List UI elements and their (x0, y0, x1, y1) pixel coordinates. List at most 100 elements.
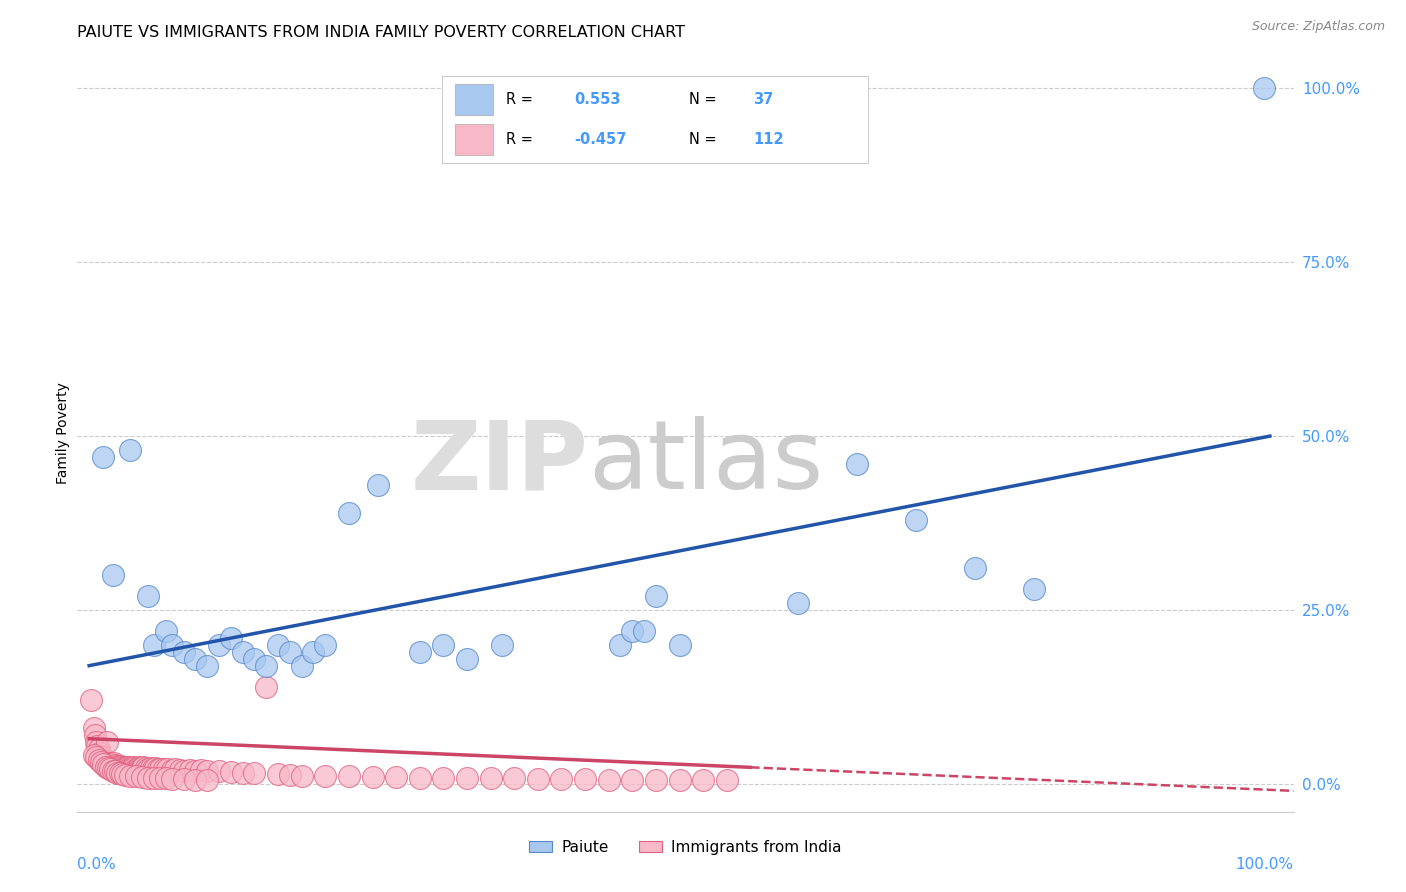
Point (243, 651, 266, 665)
Point (143, 761, 166, 775)
Point (122, 761, 145, 775)
Point (107, 765, 129, 780)
Text: atlas: atlas (588, 417, 824, 509)
Point (337, 506, 360, 520)
Point (114, 761, 136, 775)
Point (89, 746, 111, 760)
Point (609, 638, 631, 652)
Point (135, 761, 157, 775)
Point (1022, 582, 1045, 596)
Point (100, 758, 122, 772)
Point (633, 624, 655, 638)
Point (184, 772, 207, 787)
Point (131, 761, 153, 775)
Point (432, 771, 454, 785)
Point (136, 771, 159, 785)
Text: 0.0%: 0.0% (77, 857, 117, 872)
Point (117, 760, 139, 774)
Point (208, 764, 231, 779)
Point (267, 638, 290, 652)
Point (131, 770, 153, 784)
Point (108, 759, 131, 773)
Point (219, 765, 242, 780)
Point (503, 772, 526, 786)
Point (385, 770, 408, 784)
Point (114, 768, 136, 782)
Point (527, 772, 550, 786)
Point (87, 753, 110, 767)
Point (136, 589, 159, 603)
Point (120, 762, 142, 776)
Point (93, 754, 115, 768)
Point (125, 762, 148, 776)
Point (786, 596, 808, 610)
Point (692, 773, 714, 788)
Point (96, 735, 118, 749)
Point (132, 760, 155, 774)
Point (160, 772, 183, 786)
Point (409, 645, 432, 659)
Point (195, 764, 218, 778)
Point (195, 772, 218, 787)
Point (104, 764, 127, 779)
Point (278, 645, 301, 659)
Legend: Paiute, Immigrants from India: Paiute, Immigrants from India (523, 834, 848, 861)
Point (111, 760, 134, 774)
Point (491, 638, 513, 652)
Point (173, 772, 195, 786)
Point (129, 761, 152, 775)
Point (621, 772, 644, 787)
Point (94, 759, 117, 773)
Point (80, 693, 103, 707)
Point (97, 761, 120, 775)
Point (105, 759, 128, 773)
Point (668, 773, 690, 788)
Point (108, 766, 131, 780)
Point (142, 762, 165, 776)
Point (101, 764, 124, 778)
Point (90, 749, 112, 764)
Point (291, 658, 314, 673)
Point (91, 757, 114, 772)
Point (716, 773, 738, 788)
Point (278, 768, 301, 782)
Point (91, 753, 114, 767)
Point (314, 638, 336, 652)
Point (456, 772, 478, 786)
Point (254, 658, 277, 673)
Y-axis label: Family Poverty: Family Poverty (56, 382, 70, 483)
Point (120, 442, 142, 457)
Point (195, 658, 218, 673)
Point (118, 761, 141, 775)
Point (208, 638, 231, 652)
Point (91, 750, 114, 764)
Point (84, 728, 107, 742)
Point (120, 768, 142, 782)
Point (84, 750, 107, 764)
Point (103, 756, 125, 770)
Point (90, 756, 112, 770)
Point (86, 739, 108, 753)
Point (156, 762, 179, 776)
Point (291, 768, 314, 782)
Point (139, 761, 162, 775)
Text: PAIUTE VS IMMIGRANTS FROM INDIA FAMILY POVERTY CORRELATION CHART: PAIUTE VS IMMIGRANTS FROM INDIA FAMILY P… (77, 25, 685, 40)
Point (143, 771, 166, 785)
Point (129, 762, 152, 776)
Point (112, 761, 135, 775)
Point (232, 645, 254, 659)
Point (232, 765, 254, 780)
Point (243, 766, 266, 780)
Point (302, 645, 325, 659)
Point (155, 772, 177, 786)
Point (107, 759, 129, 773)
Point (107, 760, 129, 774)
Point (87, 742, 110, 756)
Point (479, 772, 502, 786)
Point (94, 755, 117, 769)
Point (1253, 81, 1275, 95)
Point (337, 769, 360, 783)
Point (621, 624, 644, 638)
Point (104, 758, 127, 772)
Point (97, 756, 120, 770)
